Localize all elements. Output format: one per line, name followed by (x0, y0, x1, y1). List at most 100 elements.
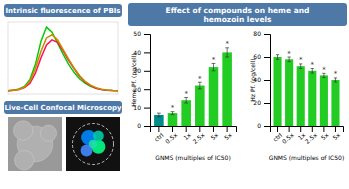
tick-label: 2.5x (191, 131, 206, 145)
error-bar-cap (225, 57, 229, 58)
x-axis: ctrl0.5x1x2.5x5x5x (271, 126, 344, 145)
tick-label: 50 (133, 30, 141, 37)
cell (14, 150, 33, 169)
y-tick: 0 (257, 122, 270, 129)
bar (195, 86, 205, 126)
annotation: * (184, 90, 188, 98)
x-tick: 2.5x (191, 126, 206, 145)
x-tick: 2.5x (304, 126, 319, 145)
plot-area (154, 48, 232, 126)
banner-text-line: hemozoin levels (203, 15, 272, 24)
bar (297, 66, 305, 126)
error-bar-cap (198, 88, 202, 89)
bar (181, 100, 191, 126)
bar (154, 115, 164, 126)
error-bar-cap (322, 77, 325, 78)
y-tick: 60 (253, 53, 270, 60)
error-bar-cap (334, 82, 337, 83)
tick-mark (144, 108, 150, 109)
x-tick: 5x (319, 126, 329, 141)
x-tick: 0.5x (280, 126, 295, 145)
error-bar-cap (157, 113, 161, 114)
spectrum-line (8, 40, 118, 91)
annotation: * (322, 66, 326, 74)
tick-mark (144, 71, 150, 72)
banner (4, 101, 122, 114)
x-axis-title: GNMS (multiples of IC50) (269, 154, 345, 162)
tick-label: 5x (223, 131, 233, 141)
error-bar-cap (157, 116, 161, 117)
error-bar-cap (311, 73, 314, 74)
error-bar (184, 97, 188, 103)
x-axis: ctrl0.5x1x2.5x5x5x (151, 126, 237, 145)
tick-label: 80 (253, 30, 261, 37)
plot-area (8, 27, 118, 91)
error-bar (287, 57, 290, 62)
x-tick: 5x (209, 126, 219, 141)
cell (40, 125, 56, 141)
error-bar-cap (171, 114, 175, 115)
error-bar-stem (277, 55, 278, 60)
error-bar (322, 73, 325, 77)
tick-label: 0 (257, 122, 261, 129)
error-bar-cap (276, 54, 279, 55)
tick-mark (264, 126, 270, 127)
error-bar-stem (158, 113, 159, 117)
tick-label: 0 (137, 122, 141, 129)
bar (168, 113, 178, 126)
bar (331, 80, 339, 126)
microscopy-fluorescence (66, 117, 120, 171)
annotation: * (287, 50, 291, 58)
tick-label: 0.5x (280, 131, 295, 145)
banner-text: Intrinsic fluorescence of PBIs (5, 7, 120, 15)
error-bar (198, 82, 202, 89)
tick-label: 2.5x (304, 131, 319, 145)
banner (4, 4, 122, 17)
cell-outline (72, 123, 113, 164)
banner (128, 3, 347, 26)
spectrum-line (8, 27, 118, 91)
error-bar-stem (227, 48, 228, 57)
y-tick: 40 (253, 76, 270, 83)
tick-label: 5x (331, 131, 341, 141)
bar (285, 59, 293, 126)
x-tick: 5x (223, 126, 233, 141)
tick-label: 5x (319, 131, 329, 141)
banner-text-line: Effect of compounds on heme and (166, 5, 310, 14)
axis-line (271, 127, 344, 133)
tick-mark (144, 52, 150, 53)
annotation: * (198, 75, 202, 83)
annotation: * (212, 56, 216, 64)
error-bar-cap (287, 61, 290, 62)
bar (308, 71, 316, 126)
x-axis-title: GNMS (multiples of IC50) (155, 154, 231, 162)
plot-frame (8, 22, 118, 94)
tick-mark (264, 34, 270, 35)
banner-text: Effect of compounds on heme andhemozoin … (166, 5, 310, 23)
error-bar (311, 69, 314, 74)
axis-line (144, 35, 151, 127)
bar (320, 75, 328, 126)
tick-mark (144, 89, 150, 90)
error-bar-stem (312, 69, 313, 74)
tick-mark (144, 34, 150, 35)
annotation: * (225, 40, 229, 48)
axis-line (151, 127, 237, 133)
bar (222, 52, 232, 126)
x-tick: ctrl (153, 126, 165, 143)
axis-line (264, 35, 271, 127)
error-bar-stem (213, 63, 214, 70)
bar (209, 67, 219, 126)
x-tick: 5x (331, 126, 341, 141)
y-axis-title: Hz Pf. (pg/cell) (249, 58, 257, 101)
fluorescence-blob (93, 131, 104, 142)
error-bar-cap (212, 70, 216, 71)
error-bar (225, 48, 229, 57)
tick-label: 5x (209, 131, 219, 141)
tick-mark (264, 103, 270, 104)
tick-mark (264, 57, 270, 58)
image-background (66, 117, 120, 171)
error-bar-cap (276, 59, 279, 60)
x-tick: 0.5x (164, 126, 179, 145)
y-tick: 0 (137, 122, 150, 129)
